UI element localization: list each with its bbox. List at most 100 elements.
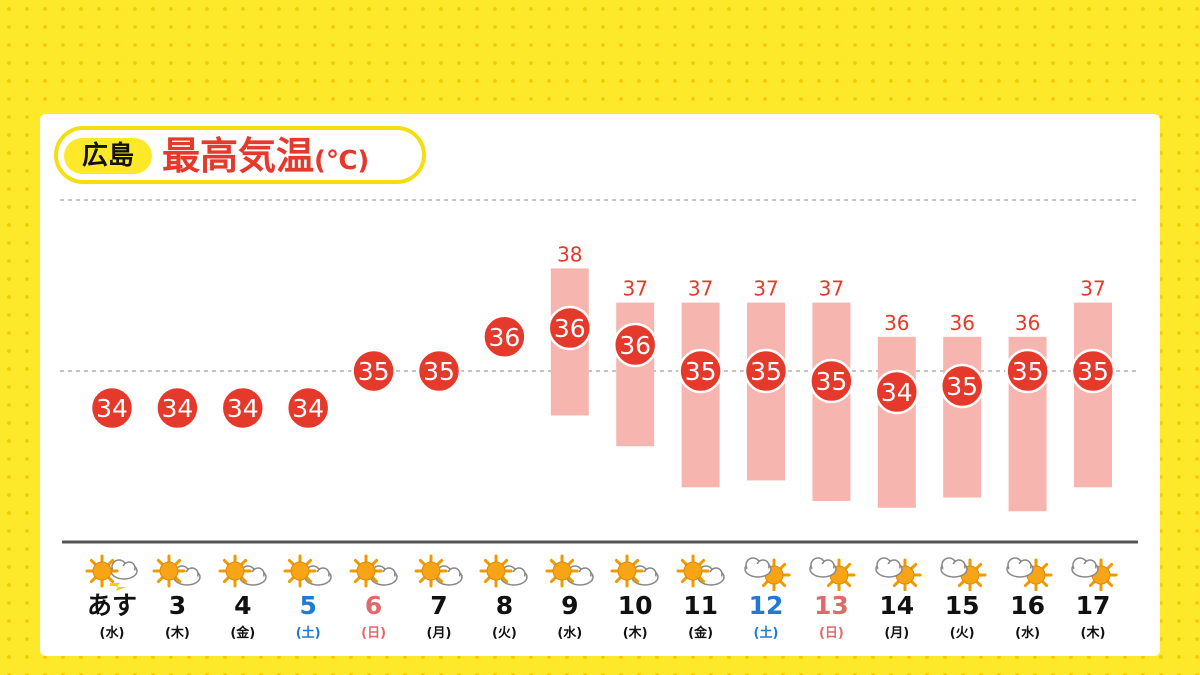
day-column: 9 (水) xyxy=(538,545,602,643)
sunny-with-clouds-icon xyxy=(145,551,209,591)
range-high-label: 36 xyxy=(949,311,974,335)
day-label: 12 xyxy=(748,591,784,620)
sunny-with-clouds-icon xyxy=(538,551,602,591)
city-badge: 広島 xyxy=(64,138,152,174)
chart-title: 最高気温(℃) xyxy=(162,131,369,181)
value-label: 36 xyxy=(554,314,586,343)
weekday-label: (土) xyxy=(295,626,321,641)
day-axis: あす (水) 3 (木) 4 (金) 5 (土) 6 (日) 7 (月) 8 (火) 9 (水) 10 (木) 11… xyxy=(0,545,1200,655)
day-column: あす (水) xyxy=(80,545,144,643)
cloudy-with-sun-icon xyxy=(996,551,1060,591)
range-bar xyxy=(1074,302,1112,488)
weekday-label: (火) xyxy=(949,626,975,641)
value-label: 35 xyxy=(358,357,390,386)
day-label: 8 xyxy=(495,591,514,620)
cloudy-with-sun-icon xyxy=(1061,551,1125,591)
value-label: 34 xyxy=(881,378,913,407)
day-label: 13 xyxy=(813,591,849,620)
range-high-label: 38 xyxy=(557,242,582,266)
value-label: 36 xyxy=(619,331,651,360)
range-high-label: 37 xyxy=(688,277,713,301)
value-label: 35 xyxy=(750,357,782,386)
weekday-label: (日) xyxy=(818,626,844,641)
value-label: 34 xyxy=(96,394,128,423)
value-marker xyxy=(678,348,723,394)
range-bar xyxy=(877,336,916,508)
range-high-label: 36 xyxy=(1015,311,1040,335)
day-label: 6 xyxy=(364,591,383,620)
day-label: 9 xyxy=(561,591,579,620)
day-label: 10 xyxy=(617,591,653,620)
range-bar xyxy=(681,302,720,488)
value-label: 35 xyxy=(423,357,455,386)
day-label: 14 xyxy=(879,591,915,620)
sunny-then-cloudy-icon xyxy=(80,551,144,591)
range-high-label: 37 xyxy=(753,277,778,301)
sunny-with-clouds-icon xyxy=(407,551,471,591)
value-marker xyxy=(482,314,527,360)
value-marker xyxy=(612,322,658,368)
weekday-label: (水) xyxy=(1015,626,1041,641)
day-column: 6 (日) xyxy=(342,545,406,643)
range-high-label: 37 xyxy=(1080,277,1105,301)
value-marker xyxy=(1005,348,1050,394)
value-marker xyxy=(547,305,593,351)
day-column: 4 (金) xyxy=(211,545,275,643)
cloudy-with-sun-icon xyxy=(865,551,929,591)
value-label: 35 xyxy=(685,357,717,386)
sunny-with-clouds-icon xyxy=(472,551,536,591)
day-label: 11 xyxy=(683,591,718,620)
value-marker xyxy=(351,348,396,394)
day-column: 13 (日) xyxy=(799,545,863,643)
weekday-label: (火) xyxy=(491,626,517,641)
weekday-label: (金) xyxy=(230,626,256,641)
range-bar xyxy=(943,336,982,498)
weekday-label: (水) xyxy=(99,626,125,641)
day-column: 14 (月) xyxy=(865,545,929,643)
value-marker xyxy=(743,348,789,394)
weekday-label: (木) xyxy=(164,626,190,641)
day-column: 12 (土) xyxy=(734,545,798,643)
sunny-with-clouds-icon xyxy=(669,551,733,591)
day-column: 5 (土) xyxy=(276,545,340,643)
value-marker xyxy=(1070,348,1116,394)
sunny-with-clouds-icon xyxy=(603,551,667,591)
value-label: 35 xyxy=(1077,357,1109,386)
sunny-with-clouds-icon xyxy=(342,551,406,591)
chart-title-unit: (℃) xyxy=(314,146,370,176)
sunny-with-clouds-icon xyxy=(211,551,275,591)
weekday-label: (土) xyxy=(753,626,779,641)
value-marker xyxy=(89,385,135,431)
day-label: 7 xyxy=(430,591,448,620)
weekday-label: (金) xyxy=(688,626,714,641)
value-marker xyxy=(155,385,200,431)
day-column: 3 (木) xyxy=(145,545,209,643)
value-marker xyxy=(809,358,854,404)
value-label: 34 xyxy=(227,394,259,423)
value-marker xyxy=(939,363,985,409)
day-column: 7 (月) xyxy=(407,545,471,643)
day-column: 10 (木) xyxy=(603,545,667,643)
value-marker xyxy=(416,348,462,394)
weekday-label: (木) xyxy=(1080,626,1106,641)
day-label: あす xyxy=(86,591,137,620)
day-column: 8 (火) xyxy=(472,545,536,643)
range-high-label: 36 xyxy=(884,311,909,335)
cloudy-with-sun-icon xyxy=(734,551,798,591)
value-label: 34 xyxy=(161,394,193,423)
value-label: 36 xyxy=(488,323,520,352)
value-marker xyxy=(285,385,331,431)
range-high-label: 37 xyxy=(622,277,647,301)
day-column: 17 (木) xyxy=(1061,545,1125,643)
range-high-label: 37 xyxy=(819,277,844,301)
day-label: 4 xyxy=(234,591,252,620)
day-column: 16 (水) xyxy=(996,545,1060,643)
day-label: 15 xyxy=(944,591,980,620)
chart-title-text: 最高気温 xyxy=(162,134,315,178)
value-marker xyxy=(220,385,266,431)
value-label: 35 xyxy=(815,367,847,396)
day-column: 15 (火) xyxy=(930,545,994,643)
day-column: 11 (金) xyxy=(669,545,733,643)
value-label: 35 xyxy=(1012,357,1044,386)
